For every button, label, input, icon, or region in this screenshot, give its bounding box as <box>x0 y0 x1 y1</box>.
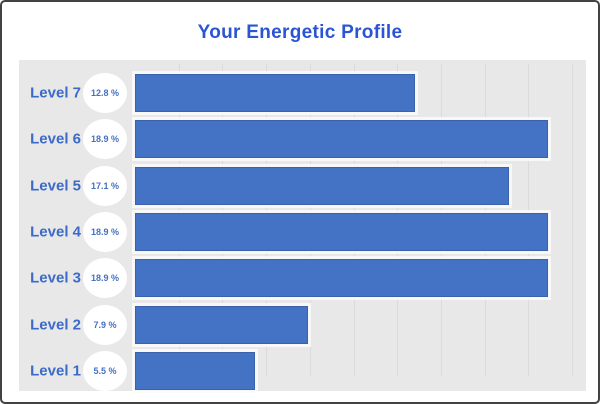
percent-value: 18.9 % <box>90 226 120 237</box>
level-bar <box>135 259 548 298</box>
percent-value: 12.8 % <box>90 88 120 98</box>
level-bar <box>135 351 256 390</box>
percent-badge: 12.8 % <box>83 73 127 113</box>
percent-value: 5.5 % <box>93 365 117 376</box>
chart-row: Level 4 18.9 % <box>19 211 586 252</box>
percent-value: 17.1 % <box>90 180 120 191</box>
level-bar <box>135 120 548 159</box>
percent-badge: 18.9 % <box>83 258 127 299</box>
chart-row: Level 6 18.9 % <box>19 119 586 160</box>
chart-title: Your Energetic Profile <box>197 22 403 43</box>
chart-row: Level 2 7.9 % <box>19 304 586 345</box>
level-bar <box>135 166 509 205</box>
level-bar <box>135 212 548 251</box>
percent-badge: 17.1 % <box>83 165 127 206</box>
level-bar <box>135 74 415 112</box>
percent-value: 7.9 % <box>93 319 117 330</box>
percent-badge: 18.9 % <box>83 211 127 252</box>
level-label: Level 1 <box>30 362 81 380</box>
percent-badge: 7.9 % <box>83 304 127 345</box>
percent-badge: 18.9 % <box>83 119 127 160</box>
level-label: Level 4 <box>30 223 81 241</box>
percent-badge: 5.5 % <box>83 350 127 391</box>
level-label: Level 3 <box>30 269 81 287</box>
level-label: Level 7 <box>30 84 81 102</box>
chart-row: Level 1 5.5 % <box>19 350 586 391</box>
level-bar <box>135 305 308 344</box>
level-label: Level 6 <box>30 130 81 148</box>
level-label: Level 5 <box>30 177 81 195</box>
percent-value: 18.9 % <box>90 134 120 145</box>
percent-value: 18.9 % <box>90 273 120 284</box>
chart-row: Level 7 12.8 % <box>19 73 586 113</box>
chart-row: Level 5 17.1 % <box>19 165 586 206</box>
chart-row: Level 3 18.9 % <box>19 258 586 299</box>
chart-panel: Level 7 12.8 % Level 6 18.9 % Level 5 17… <box>19 60 586 391</box>
level-label: Level 2 <box>30 316 81 333</box>
gridline <box>572 64 573 376</box>
